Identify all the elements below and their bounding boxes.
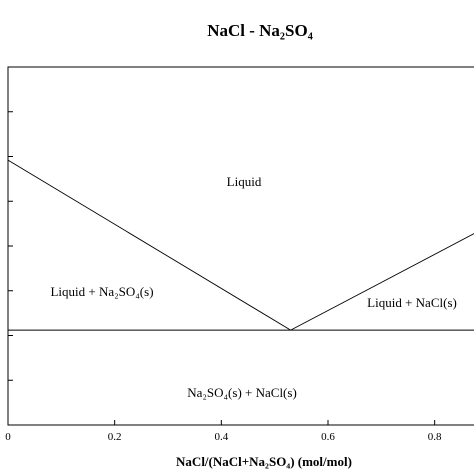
x-axis-label: NaCl/(NaCl+Na₂SO₄) (mol/mol) [176, 454, 352, 469]
boundary-line-1 [7, 159, 291, 331]
plot-area [7, 66, 474, 426]
x-tick-label-5: 0.8 [428, 431, 442, 443]
chart-title: NaCl - Na₂SO₄ [207, 21, 313, 40]
region-label-liquid-na2so4: Liquid + Na₂SO₄(s) [50, 284, 153, 299]
x-axis-ticks: 0 0.2 0.4 0.6 0.8 [5, 420, 442, 443]
region-label-solids: Na₂SO₄(s) + NaCl(s) [187, 385, 297, 400]
boundary-line-2 [290, 233, 474, 331]
plot-frame [7, 66, 474, 426]
region-label-liquid: Liquid [227, 174, 262, 189]
region-label-liquid-nacl: Liquid + NaCl(s) [367, 295, 457, 310]
y-axis-ticks [8, 111, 13, 381]
x-tick-label-4: 0.6 [321, 431, 335, 443]
x-tick-label-1: 0 [5, 431, 11, 443]
phase-boundaries [7, 159, 474, 331]
x-tick-label-2: 0.2 [108, 431, 122, 443]
x-tick-label-3: 0.4 [214, 431, 228, 443]
